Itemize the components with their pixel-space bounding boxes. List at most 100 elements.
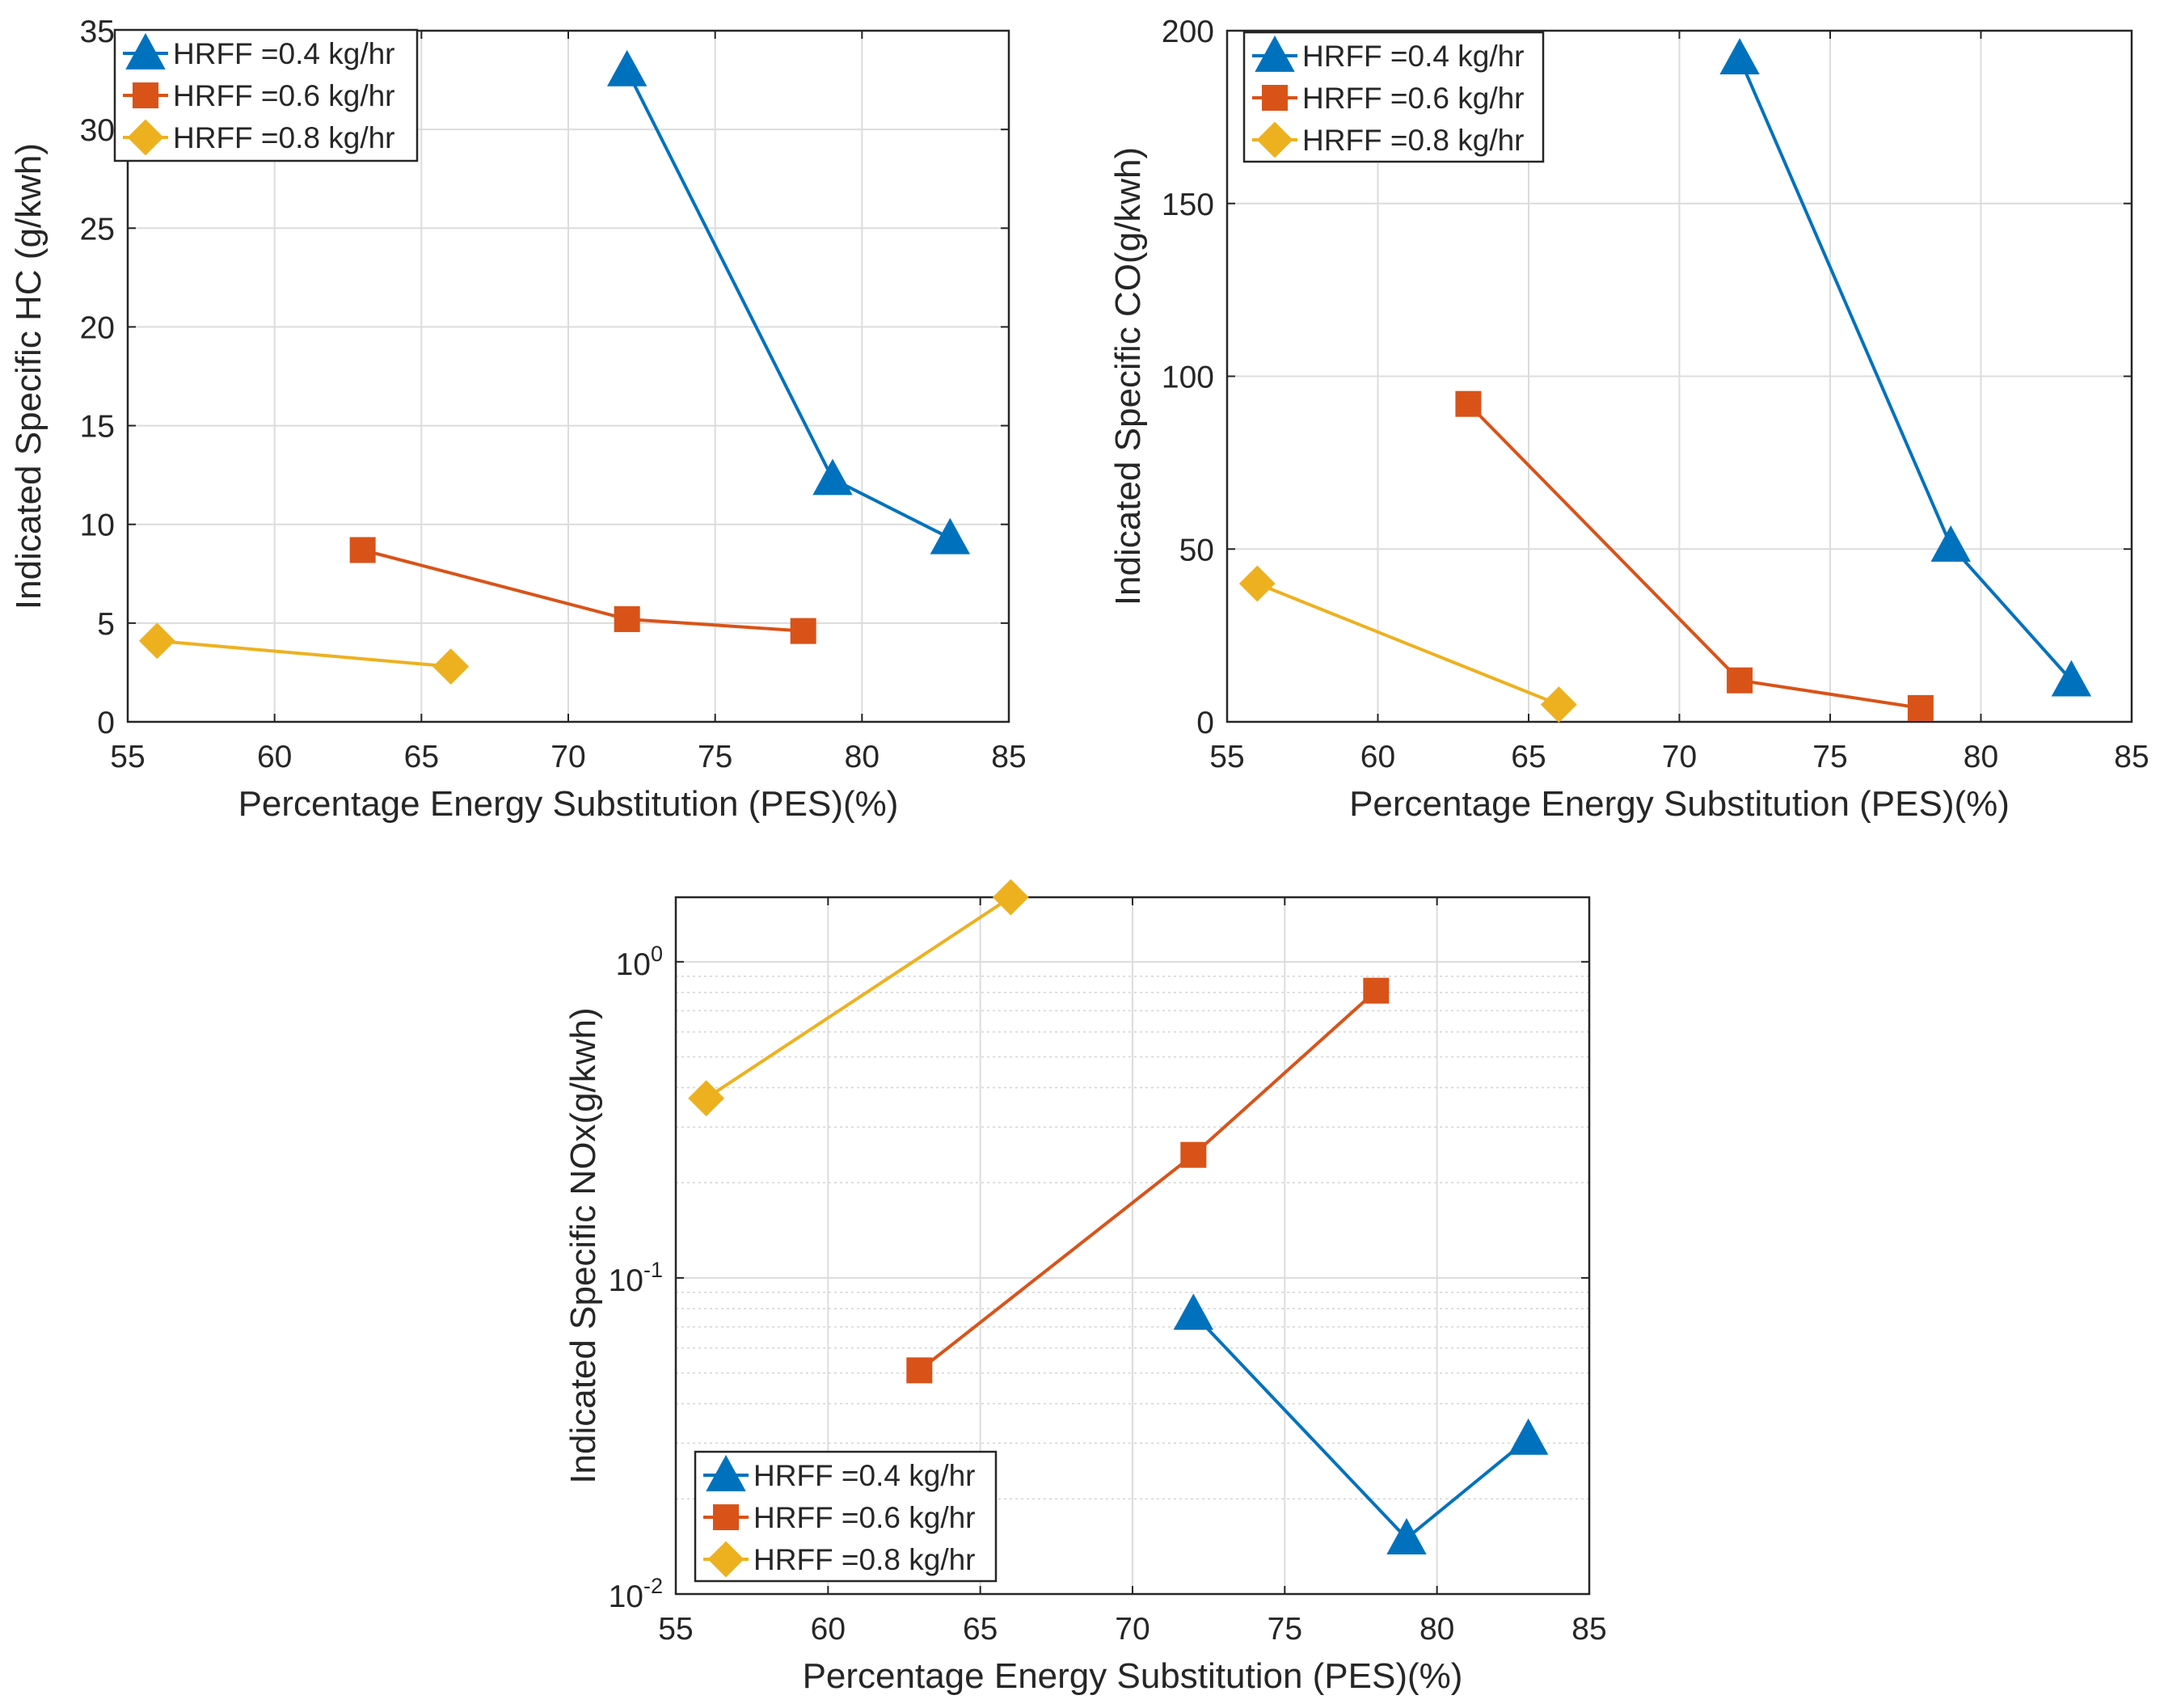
legend-item: HRFF =0.6 kg/hr — [1252, 82, 1525, 115]
x-axis-label: Percentage Energy Substitution (PES)(%) — [803, 1656, 1463, 1696]
data-point — [1238, 565, 1276, 602]
legend-item: HRFF =0.4 kg/hr — [123, 32, 395, 70]
x-tick-label: 65 — [1511, 740, 1546, 774]
legend-label: HRFF =0.4 kg/hr — [753, 1459, 976, 1492]
x-tick-label: 55 — [1209, 740, 1244, 774]
x-tick-label: 60 — [257, 740, 292, 774]
data-point — [1540, 686, 1577, 723]
legend-marker — [125, 32, 166, 70]
data-point — [1363, 977, 1390, 1004]
x-tick-label: 60 — [1360, 740, 1395, 774]
data-point — [1907, 694, 1934, 721]
x-tick-label: 85 — [1571, 1612, 1606, 1647]
legend-item: HRFF =0.8 kg/hr — [1252, 121, 1525, 158]
data-point — [2051, 660, 2092, 697]
legend-marker — [713, 1504, 739, 1530]
y-tick-label: 5 — [97, 607, 115, 642]
series-2 — [906, 977, 1390, 1384]
y-tick-label: 100 — [1162, 361, 1214, 395]
data-point — [1508, 1418, 1549, 1455]
legend-item: HRFF =0.6 kg/hr — [703, 1501, 976, 1534]
series-2 — [1455, 390, 1934, 721]
chart-hc: 55 60 65 70 75 80 85 0 5 10 15 20 25 30 35 Percentage E… — [9, 15, 1027, 824]
legend-item: HRFF =0.4 kg/hr — [703, 1454, 976, 1492]
y-tick-label: 200 — [1162, 15, 1214, 49]
series-line — [705, 896, 1012, 1100]
data-point — [812, 458, 853, 496]
legend-label: HRFF =0.8 kg/hr — [173, 121, 395, 154]
y-tick-label: 0 — [1196, 706, 1214, 740]
y-tick-label: 100 — [616, 942, 663, 982]
series-3 — [688, 879, 1029, 1117]
x-axis-label: Percentage Energy Substitution (PES)(%) — [238, 784, 899, 824]
data-point — [614, 605, 640, 632]
legend-label: HRFF =0.6 kg/hr — [1302, 82, 1525, 115]
legend-marker — [127, 119, 164, 156]
data-point — [1386, 1518, 1427, 1554]
x-axis-label: Percentage Energy Substitution (PES)(%) — [1349, 784, 2010, 824]
x-tick-label: 75 — [1812, 740, 1847, 774]
y-tick-label: 20 — [80, 310, 115, 345]
data-point — [138, 622, 175, 660]
data-point — [1727, 667, 1753, 694]
y-tick-label: 25 — [80, 212, 115, 247]
legend-label: HRFF =0.8 kg/hr — [753, 1543, 976, 1576]
data-point — [349, 537, 376, 563]
legend-item: HRFF =0.8 kg/hr — [703, 1541, 976, 1578]
x-tick-label: 65 — [963, 1612, 998, 1647]
series-2 — [349, 537, 816, 644]
legend-marker — [706, 1454, 746, 1491]
y-tick-label: 15 — [80, 410, 115, 445]
data-point — [606, 49, 648, 86]
data-point — [1180, 1141, 1207, 1168]
x-tick-label: 75 — [1268, 1612, 1302, 1647]
data-point — [906, 1357, 933, 1384]
legend-label: HRFF =0.4 kg/hr — [173, 37, 395, 70]
y-tick-label: 150 — [1162, 188, 1214, 222]
legend-item: HRFF =0.6 kg/hr — [123, 79, 395, 112]
x-tick-label: 60 — [811, 1612, 846, 1647]
y-tick-label: 0 — [97, 706, 115, 740]
data-point — [1719, 38, 1760, 75]
x-tick-label: 70 — [1115, 1612, 1149, 1647]
legend: HRFF =0.4 kg/hr HRFF =0.6 kg/hr HRFF =0.8 … — [1242, 31, 1545, 163]
legend-marker — [1262, 85, 1288, 111]
x-tick-label: 65 — [404, 740, 439, 774]
data-point — [992, 879, 1029, 916]
chart-co: 55 60 65 70 75 80 85 0 50 100 150 200 Percentage Ene… — [1108, 15, 2149, 824]
legend-item: HRFF =0.4 kg/hr — [1252, 35, 1525, 73]
y-tick-label: 30 — [80, 113, 115, 148]
x-tick-label: 55 — [658, 1612, 693, 1647]
y-tick-label: 35 — [80, 15, 115, 49]
legend: HRFF =0.4 kg/hr HRFF =0.6 kg/hr HRFF =0.8 … — [694, 1450, 998, 1583]
x-tick-label: 80 — [1964, 740, 1998, 774]
x-tick-label: 85 — [2114, 740, 2149, 774]
data-point — [1930, 525, 1971, 562]
y-axis-label: Indicated Specific HC (g/kwh) — [9, 143, 49, 609]
y-axis-label: Indicated Specific NOx(g/kwh) — [563, 1007, 603, 1483]
legend-label: HRFF =0.4 kg/hr — [1302, 40, 1525, 73]
x-tick-label: 75 — [698, 740, 732, 774]
data-point — [432, 648, 470, 685]
data-point — [1455, 390, 1482, 417]
y-axis-label: Indicated Specific CO(g/kwh) — [1108, 147, 1148, 605]
chart-nox: 55 60 65 70 75 80 85 10-2 10-1 100 Percentage Ener… — [563, 879, 1607, 1696]
series-3 — [138, 622, 470, 685]
legend: HRFF =0.4 kg/hr HRFF =0.6 kg/hr HRFF =0.8 … — [113, 28, 419, 162]
y-tick-label: 10-1 — [609, 1258, 663, 1298]
legend-marker — [707, 1541, 745, 1578]
data-point — [688, 1080, 725, 1117]
series-1 — [1719, 38, 2092, 697]
data-point — [930, 517, 971, 555]
legend-marker — [1255, 35, 1295, 72]
data-point — [1173, 1293, 1214, 1331]
x-tick-label: 85 — [991, 740, 1026, 774]
x-tick-label: 55 — [110, 740, 145, 774]
series-3 — [1238, 565, 1577, 723]
series-line — [1256, 582, 1560, 706]
legend-marker — [1256, 121, 1293, 158]
legend-label: HRFF =0.6 kg/hr — [753, 1501, 976, 1534]
x-tick-label: 80 — [1419, 1612, 1454, 1647]
data-point — [790, 618, 816, 644]
